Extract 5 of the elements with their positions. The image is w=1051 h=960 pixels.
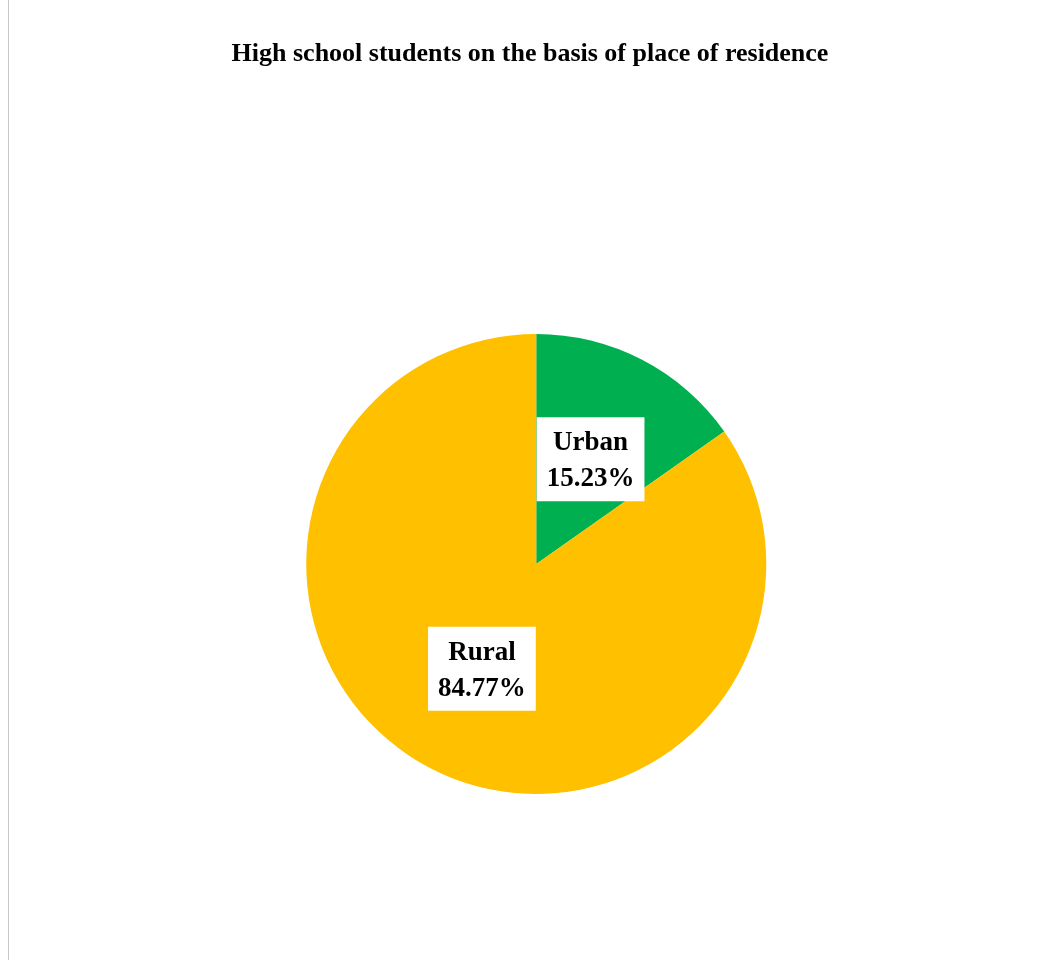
data-label: 84.77%: [438, 671, 526, 702]
chart-title: High school students on the basis of place of residence: [231, 37, 829, 67]
data-label: 15.23%: [546, 462, 635, 493]
slice-label: Urban: [553, 426, 629, 457]
slice-label: Rural: [448, 635, 517, 666]
